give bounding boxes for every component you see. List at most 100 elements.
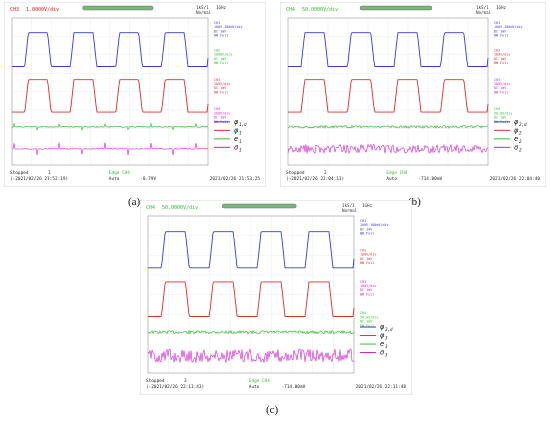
channel-info-2-line4: BW Full xyxy=(494,61,508,65)
footer-count: 3 xyxy=(184,378,187,384)
footer-status: Stopped xyxy=(146,378,165,384)
channel-info-3-line1: CH3 xyxy=(214,78,220,82)
scope-panel-c: CH4 50.0000V/div 1kS/1 1GHz Normal CH1100V-10… xyxy=(140,200,412,395)
channel-info-4-line2: 50.0V/div xyxy=(360,315,378,319)
trace-legend: φ 2,dφ 2e 2σ 2 xyxy=(494,118,527,152)
legend-symbol: e xyxy=(514,135,518,143)
header-channel: CH4 xyxy=(286,7,295,13)
channel-info-3-line2: 100V/div xyxy=(494,82,510,86)
channel-info-4-line2: 50.0V/div xyxy=(494,111,512,115)
footer-time-right: 2021/02/26 22:11:48 xyxy=(356,384,407,390)
channel-info-2-line2: 100mV/div xyxy=(214,53,232,57)
channel-info-3-line3: DC 1mV xyxy=(360,288,372,292)
timebase-bar[interactable] xyxy=(221,203,297,209)
channel-info-2-line4: BW Full xyxy=(214,61,228,65)
legend-symbol: σ xyxy=(234,143,239,151)
legend-symbol: σ xyxy=(380,349,385,357)
legend-subscript: 3 xyxy=(384,344,388,349)
legend-subscript: 3 xyxy=(384,336,388,341)
channel-info-2-line4: BW Full xyxy=(360,261,374,265)
legend-symbol: e xyxy=(234,135,238,143)
legend-symbol: φ xyxy=(234,126,239,134)
channel-info-1-line3: DC 1mV xyxy=(360,227,372,231)
timebase-bar[interactable] xyxy=(359,5,433,11)
legend-subscript: 1 xyxy=(239,130,242,135)
footer-mode: Auto xyxy=(109,176,120,182)
channel-info-1-line2: 100V-100mV/div xyxy=(494,25,523,29)
trace-flux xyxy=(12,79,209,113)
footer-trigger: Edge CH4 xyxy=(109,170,131,176)
legend-subscript: 1 xyxy=(239,139,242,144)
header-scale: 50.0000V/div xyxy=(162,205,198,211)
bandwidth: 1GHz xyxy=(496,5,507,10)
footer-trigger: Edge CH4 xyxy=(249,378,271,384)
legend-symbol: φ xyxy=(380,323,385,331)
legend-subscript: 2 xyxy=(519,139,522,144)
trace-flux-reference xyxy=(148,231,355,269)
legend-subscript: 3 xyxy=(384,353,388,358)
sample-rate: 1kS/1 xyxy=(476,5,489,10)
channel-info-3-line4: BW Full xyxy=(214,90,228,94)
channel-info-3-line3: DC 1mV xyxy=(494,86,506,90)
scope-grid xyxy=(147,215,355,374)
channel-info-2-line3: DC 1mV xyxy=(214,57,226,61)
trace-sliding-surface xyxy=(147,348,355,363)
trace-flux xyxy=(148,281,355,317)
channel-info-2-line1: CH2 xyxy=(494,48,500,52)
legend-symbol: φ xyxy=(380,332,385,340)
footer-level: -0.79V xyxy=(140,176,156,182)
footer-count: 1 xyxy=(48,170,51,176)
acquisition-mode: Normal xyxy=(342,208,358,213)
channel-info-4-line1: CH4 xyxy=(360,311,366,315)
channel-info-3-line1: CH3 xyxy=(360,280,366,284)
channel-info-1-line1: CH1 xyxy=(494,21,500,25)
legend-symbol: φ xyxy=(514,126,519,134)
scope-panel-a: CH3 1.0000V/div 1kS/1 1GHz Normal CH1100V-100… xyxy=(4,2,266,187)
channel-info-4-line2: 100V/div xyxy=(214,111,230,115)
channel-info-4-line4: BW Full xyxy=(360,324,374,328)
channel-info-1-line3: DC 1mV xyxy=(494,29,506,33)
scope-panel-b: CH4 50.0000V/div 1kS/1 1GHz Normal CH1100V-10… xyxy=(280,2,546,187)
legend-subscript: 1,d xyxy=(239,122,247,127)
footer-status: Stopped xyxy=(10,170,29,176)
trace-legend: φ 1,dφ 1e 1σ 1 xyxy=(214,118,247,152)
timebase-bar[interactable] xyxy=(82,5,154,11)
trace-flux-reference xyxy=(12,32,209,67)
channel-info-1-line2: 100V-100mV/div xyxy=(214,25,243,29)
channel-info-1-line4: BW Full xyxy=(360,232,374,236)
footer-time-left: (-2021/02/26 22:04:13) xyxy=(286,176,344,182)
channel-info-1-line1: CH1 xyxy=(214,21,220,25)
channel-info-1-line1: CH1 xyxy=(360,219,366,223)
header-channel: CH3 xyxy=(10,7,19,13)
sample-rate: 1kS/1 xyxy=(196,5,209,10)
header-scale: 50.0000V/div xyxy=(302,7,338,13)
channel-info-4-line3: DC 1mV xyxy=(360,320,372,324)
trace-sliding-surface xyxy=(287,143,489,155)
acquisition-mode: Normal xyxy=(196,10,212,15)
trace-flux-reference xyxy=(288,32,489,67)
channel-info-2-line3: DC 1mV xyxy=(360,257,372,261)
channel-info-3-line3: DC 1mV xyxy=(214,86,226,90)
legend-subscript: 2,d xyxy=(519,122,527,127)
channel-info-2-line1: CH2 xyxy=(360,248,366,252)
channel-info-4-line3: DC 1mV xyxy=(214,116,226,120)
bandwidth: 1GHz xyxy=(362,203,373,208)
channel-info-4-line3: DC 1mV xyxy=(494,116,506,120)
channel-info-3-line2: 100V/div xyxy=(360,284,376,288)
trace-legend: φ 3,dφ 3e 3σ 3 xyxy=(360,323,393,358)
footer-mode: Auto xyxy=(386,176,397,182)
legend-symbol: φ xyxy=(514,118,519,126)
footer-mode: Auto xyxy=(249,384,260,390)
acquisition-mode: Normal xyxy=(476,10,492,15)
legend-subscript: 2 xyxy=(519,130,522,135)
footer-time-left: (-2021/02/26 22:11:43) xyxy=(146,384,204,390)
legend-subscript: 2 xyxy=(519,147,522,152)
legend-symbol: e xyxy=(380,340,384,348)
channel-info-2-line2: 100V/div xyxy=(360,253,376,257)
channel-info-1-line4: BW Full xyxy=(214,34,228,38)
legend-subscript: 3,d xyxy=(384,327,393,332)
trace-error xyxy=(11,122,209,131)
header-channel: CH4 xyxy=(146,205,155,211)
